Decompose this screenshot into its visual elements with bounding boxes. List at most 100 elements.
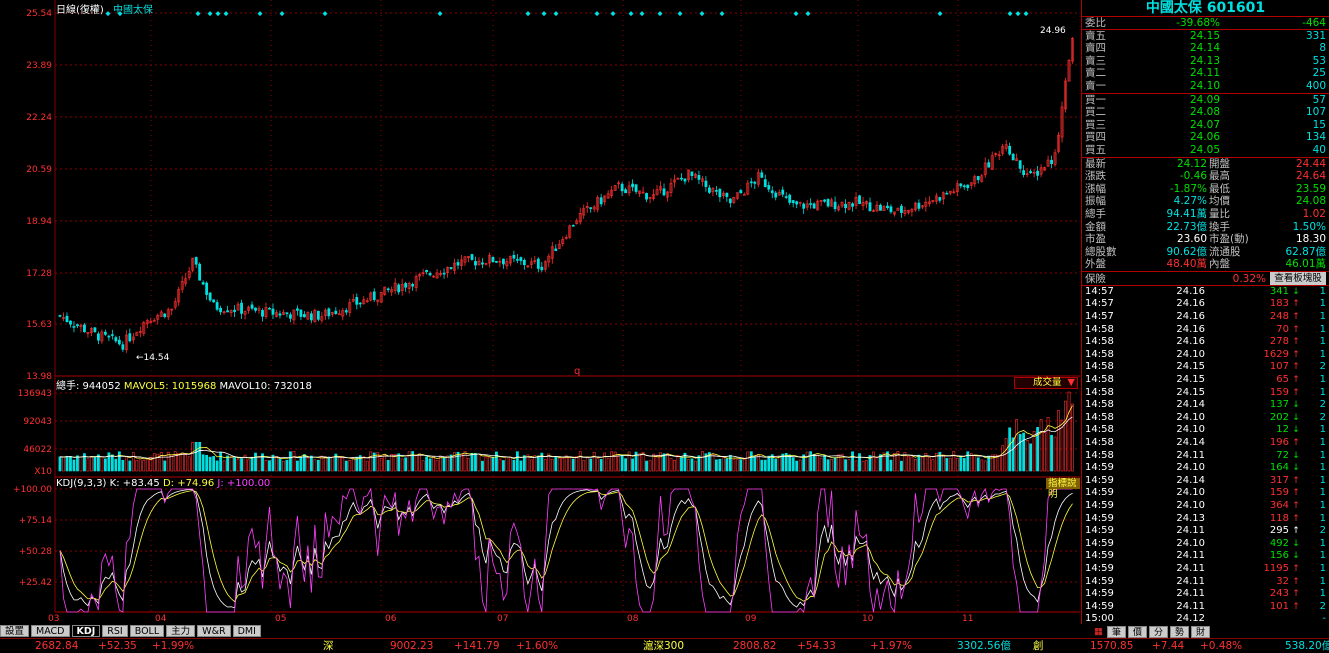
tab-kdj[interactable]: KDJ (71, 625, 101, 637)
volume-bar (173, 451, 177, 472)
candle-body (791, 200, 795, 204)
candle-body (1032, 171, 1036, 174)
trade-volume: 183 (1269, 298, 1289, 310)
candle-body (90, 328, 93, 333)
candle-body (194, 257, 198, 265)
candle-body (411, 284, 415, 287)
trade-volume: 202 (1269, 411, 1289, 423)
kdj-tick-label: +50.28 (19, 547, 53, 557)
quote-value: 90.62億 (1166, 245, 1207, 258)
view-sector-button[interactable]: 查看板塊股 (1270, 271, 1326, 285)
tab-主力[interactable]: 主力 (166, 625, 196, 637)
candle-body (1011, 153, 1015, 161)
tab-dmi[interactable]: DMI (232, 625, 261, 637)
volume-bar (233, 457, 236, 472)
candle-body (613, 185, 617, 191)
indicator-dropdown[interactable]: 成交量 ▼ (1014, 377, 1078, 389)
price-tick-label: 17.28 (26, 269, 52, 279)
candle-body (634, 184, 638, 192)
index3-change: +54.33 (797, 640, 836, 652)
volume-bar (453, 452, 456, 472)
volume-bar (816, 454, 820, 472)
candle-body (917, 202, 921, 209)
volume-tick-label: 92043 (23, 417, 52, 427)
candle-body (610, 189, 614, 196)
candle-body (114, 337, 118, 342)
tab-boll[interactable]: BOLL (129, 625, 165, 637)
volume-bar (578, 451, 582, 472)
volume-bar (201, 454, 205, 472)
candle-body (648, 196, 652, 199)
candle-body (1018, 160, 1022, 169)
candle-body (868, 202, 872, 212)
candle-body (893, 211, 896, 215)
tab-rsi[interactable]: RSI (102, 625, 128, 637)
volume-bar (72, 459, 76, 472)
right-tab[interactable]: 分 (1149, 626, 1169, 638)
trade-count: 1 (1319, 512, 1326, 524)
volume-bar (910, 456, 914, 472)
volume-bar (708, 452, 711, 472)
tab-macd[interactable]: MACD (31, 625, 70, 637)
volume-bar (505, 456, 509, 472)
signal-marker (437, 11, 443, 17)
right-tab[interactable]: 筆 (1106, 626, 1126, 638)
trade-count: 1 (1319, 487, 1326, 499)
chart-canvas[interactable]: 25.54 23.89 22.24 20.59 18.94 17.28 15.63 13.98… (0, 0, 1080, 624)
trade-row: 14:59 24.11 156 ↓ 1 (1082, 550, 1329, 563)
indicator-help-button[interactable]: 指標說明 (1046, 478, 1080, 500)
volume-bar (481, 460, 484, 472)
arrow-down-icon: ↓ (1292, 450, 1300, 461)
right-tab[interactable]: 勢 (1170, 626, 1190, 638)
volume-bar (907, 455, 910, 472)
right-tab[interactable]: 財 (1191, 626, 1211, 638)
candle-body (669, 182, 673, 193)
volume-bar (795, 460, 799, 472)
candle-body (582, 208, 586, 216)
trade-volume: 70 (1276, 323, 1289, 335)
bid-price: 24.07 (1189, 118, 1220, 131)
stock-title: 中國太保 601601 (1082, 0, 1329, 17)
trade-price: 24.10 (1176, 499, 1205, 511)
volume-bar (966, 451, 970, 472)
candle-body (515, 259, 519, 261)
trade-time: 14:58 (1085, 361, 1114, 373)
volume-bar (477, 453, 481, 472)
volume-bar (97, 454, 100, 472)
trade-price: 24.11 (1176, 588, 1205, 600)
right-tab[interactable]: 價 (1128, 626, 1148, 638)
arrow-down-icon: ↓ (1292, 412, 1300, 423)
volume-bar (844, 459, 847, 472)
trade-price: 24.16 (1176, 323, 1205, 335)
candle-body (439, 273, 442, 276)
candle-body (470, 254, 474, 260)
trade-time: 14:58 (1085, 323, 1114, 335)
ask-price: 24.13 (1189, 54, 1220, 67)
trade-ticks[interactable]: 14:57 24.16 341 ↓ 1 14:57 24.16 183 ↑ 1 14… (1082, 286, 1329, 626)
signal-marker (1007, 11, 1013, 17)
candle-body (795, 201, 799, 205)
trade-price: 24.10 (1176, 462, 1205, 474)
volume-bar (351, 457, 355, 472)
kdj-tick-label: +100.00 (13, 485, 52, 495)
trade-count: 1 (1319, 424, 1326, 436)
arrow-down-icon: ↓ (1292, 463, 1300, 474)
candle-body (540, 266, 544, 271)
arrow-down-icon: ↓ (1292, 551, 1300, 562)
bid-level-label: 買一 (1085, 93, 1106, 106)
kline-chart-area[interactable]: 25.54 23.89 22.24 20.59 18.94 17.28 15.63 13.98… (0, 0, 1080, 624)
candle-body (344, 310, 348, 313)
candle-body (275, 312, 278, 317)
volume-bar (495, 451, 498, 472)
tab-w&r[interactable]: W&R (197, 625, 231, 637)
tab-設置[interactable]: 設置 (0, 625, 30, 637)
ask-volume: 400 (1305, 79, 1326, 92)
candle-body (369, 292, 373, 301)
candle-body (128, 333, 132, 342)
volume-bar (610, 451, 614, 472)
volume-bar (571, 458, 575, 472)
quote-value: 48.40萬 (1166, 258, 1207, 271)
candle-body (219, 307, 223, 313)
candle-body (313, 310, 317, 323)
volume-bar (624, 458, 628, 472)
